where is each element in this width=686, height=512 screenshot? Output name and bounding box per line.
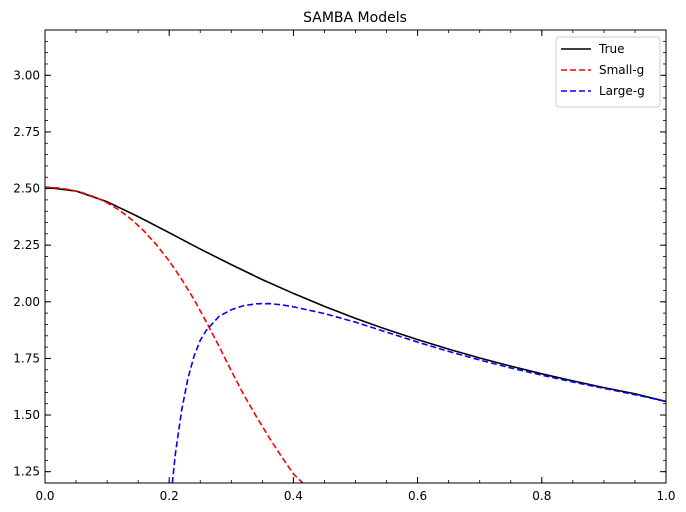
y-tick-label: 1.25 [13, 465, 40, 479]
y-tick-label: 2.75 [13, 125, 40, 139]
y-tick-label: 2.25 [13, 238, 40, 252]
y-tick-label: 2.00 [13, 295, 40, 309]
y-tick-label: 1.75 [13, 351, 40, 365]
y-tick-label: 2.50 [13, 182, 40, 196]
y-tick-label: 3.00 [13, 68, 40, 82]
legend: True Small-g Large-g [555, 36, 661, 108]
x-tick-label: 0.2 [160, 489, 179, 503]
legend-label-true: True [598, 42, 625, 56]
x-tick-label: 0.6 [408, 489, 427, 503]
x-tick-label: 0.8 [532, 489, 551, 503]
legend-box [555, 36, 661, 108]
x-tick-label: 1.0 [656, 489, 675, 503]
chart-title: SAMBA Models [303, 10, 407, 26]
x-tick-label: 0.0 [35, 489, 54, 503]
legend-label-small-g: Small-g [599, 63, 644, 77]
series-line-small-g [45, 186, 304, 483]
legend-label-large-g: Large-g [599, 84, 645, 98]
axes: 0.0 0.2 0.4 0.6 0.8 1.0 1.25 1.50 1.75 2.00 2.25 2.… [13, 29, 676, 503]
series-line-large-g [171, 302, 666, 483]
y-tick-label: 1.50 [13, 408, 40, 422]
series-line-true [45, 186, 666, 403]
plot-area [45, 186, 666, 483]
x-tick-label: 0.4 [284, 489, 303, 503]
